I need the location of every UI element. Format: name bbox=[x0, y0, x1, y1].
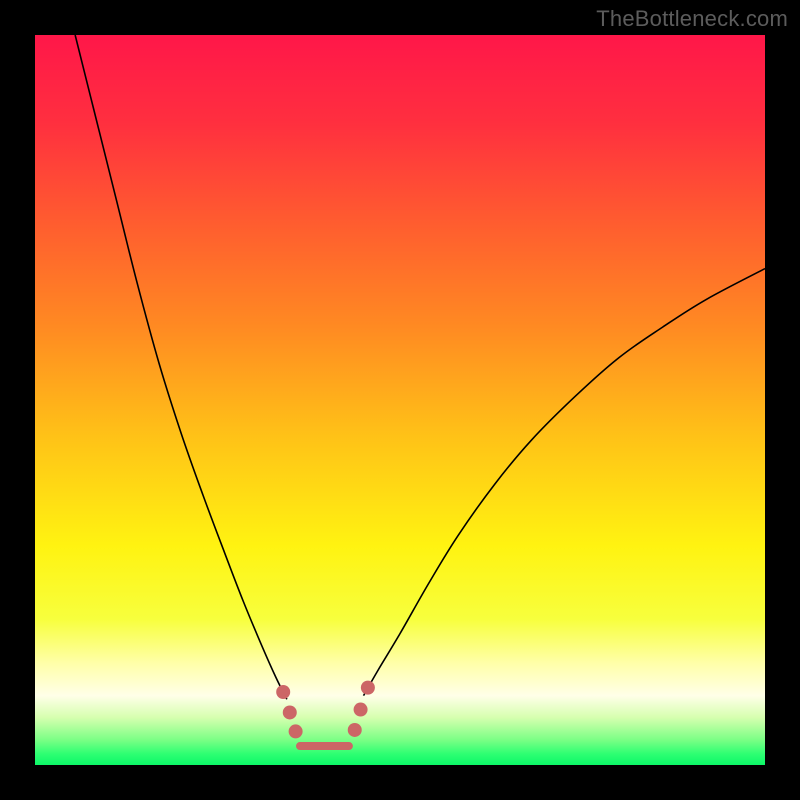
marker-dot bbox=[276, 685, 290, 699]
marker-dot bbox=[289, 724, 303, 738]
marker-dot bbox=[283, 705, 297, 719]
marker-dot bbox=[361, 681, 375, 695]
marker-dot bbox=[348, 723, 362, 737]
gradient-background bbox=[35, 35, 765, 765]
marker-dot bbox=[354, 703, 368, 717]
chart-frame: TheBottleneck.com bbox=[0, 0, 800, 800]
bottleneck-curve-chart bbox=[35, 35, 765, 765]
watermark-text: TheBottleneck.com bbox=[596, 6, 788, 32]
